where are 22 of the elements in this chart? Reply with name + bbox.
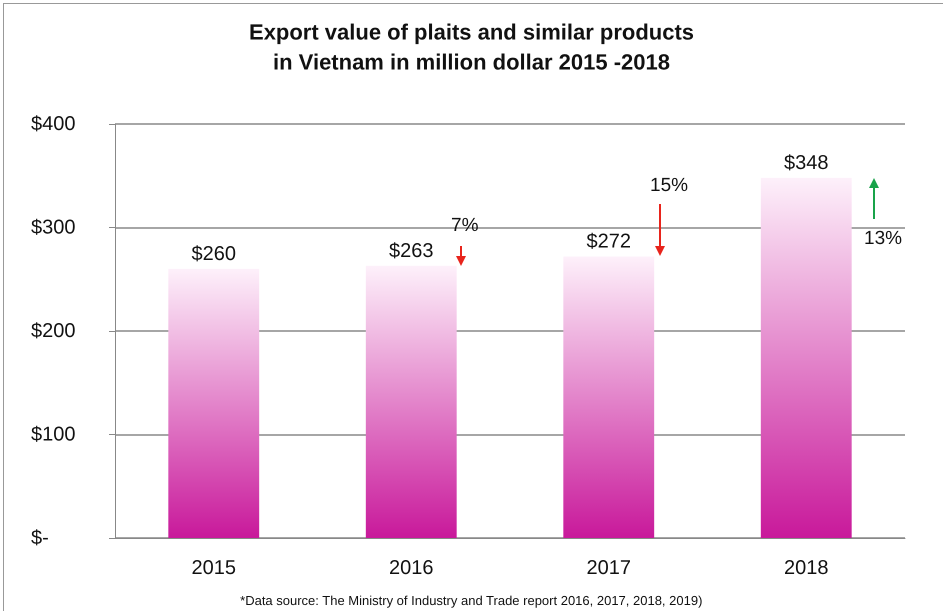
bar: [366, 266, 457, 538]
y-tick-label: $300: [31, 216, 76, 238]
x-tick-label: 2017: [586, 557, 631, 579]
y-tick-label: $-: [31, 527, 49, 549]
data-label: $348: [784, 152, 828, 174]
annotation: 13%: [864, 228, 902, 249]
y-tick-label: $200: [31, 320, 76, 342]
x-tick-label: 2018: [784, 557, 828, 579]
bar: [760, 178, 852, 538]
bar: [563, 256, 654, 538]
text: *Data source: The Ministry of Industry and Trade report 2016, 2017, 2018, 2019): [240, 593, 702, 608]
data-label: $260: [192, 242, 236, 265]
bar: [168, 268, 260, 538]
annotation: 15%: [650, 175, 688, 196]
annotation: 7%: [451, 215, 479, 236]
x-tick-label: 2016: [389, 557, 434, 579]
y-tick-label: $400: [31, 113, 76, 135]
chart-title: Export value of plaits and similar products in Vietnam in million dollar 2015 -2018: [249, 20, 694, 74]
data-label: $263: [389, 240, 434, 262]
x-tick-label: 2015: [192, 557, 236, 579]
data-label: $272: [586, 230, 631, 252]
y-tick-label: $100: [31, 424, 76, 446]
